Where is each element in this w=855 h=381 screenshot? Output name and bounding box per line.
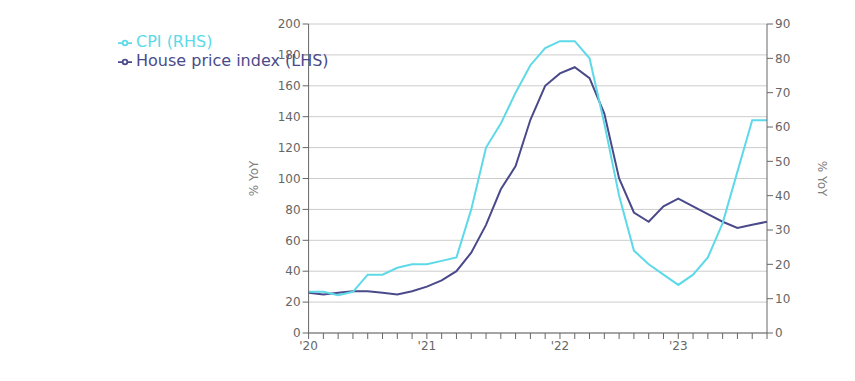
svg-text:10: 10 <box>775 292 790 306</box>
svg-text:80: 80 <box>775 52 790 66</box>
svg-text:30: 30 <box>775 223 790 237</box>
svg-text:180: 180 <box>278 48 301 62</box>
svg-text:40: 40 <box>285 264 300 278</box>
svg-text:50: 50 <box>775 155 790 169</box>
svg-text:200: 200 <box>278 17 301 31</box>
svg-text:'20: '20 <box>299 339 318 353</box>
svg-text:% YoY: % YoY <box>247 160 261 196</box>
svg-text:120: 120 <box>278 141 301 155</box>
svg-text:160: 160 <box>278 79 301 93</box>
svg-text:60: 60 <box>775 120 790 134</box>
svg-text:70: 70 <box>775 86 790 100</box>
svg-text:90: 90 <box>775 17 790 31</box>
svg-text:0: 0 <box>775 326 783 340</box>
svg-text:0: 0 <box>293 326 301 340</box>
svg-text:'23: '23 <box>669 339 688 353</box>
svg-text:100: 100 <box>278 172 301 186</box>
svg-text:80: 80 <box>285 203 300 217</box>
svg-text:20: 20 <box>775 258 790 272</box>
svg-text:% YoY: % YoY <box>815 161 829 197</box>
svg-text:'22: '22 <box>551 339 570 353</box>
svg-text:60: 60 <box>285 234 300 248</box>
svg-text:40: 40 <box>775 189 790 203</box>
svg-text:140: 140 <box>278 110 301 124</box>
svg-text:'21: '21 <box>418 339 437 353</box>
svg-text:20: 20 <box>285 295 300 309</box>
